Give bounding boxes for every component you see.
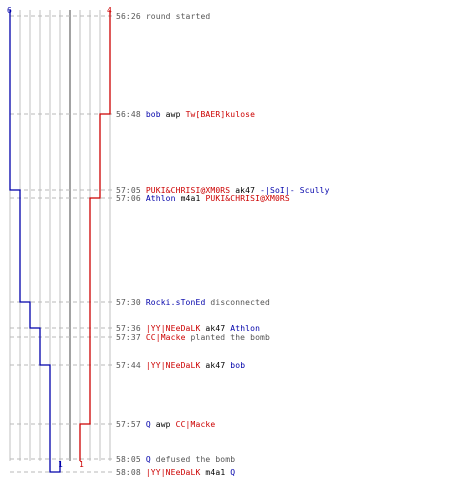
event-row: 58:05 Q defused the bomb	[116, 455, 235, 464]
red-player-name: |YY|NEeDaLK	[146, 468, 201, 477]
weapon-name: ak47	[200, 324, 230, 333]
weapon-name: m4a1	[200, 468, 230, 477]
event-time: 58:08	[116, 468, 146, 477]
red-end-count: 1	[79, 460, 84, 469]
weapon-name: m4a1	[176, 194, 206, 203]
event-time: 57:06	[116, 194, 146, 203]
blue-start-count: 6	[7, 6, 12, 15]
red-player-name: CC|Macke	[146, 333, 186, 342]
event-row: 57:30 Rocki.sTonEd disconnected	[116, 298, 270, 307]
weapon-name: ak47	[200, 361, 230, 370]
event-row: 57:05 PUKI&CHRISI@XM0RS ak47 -|SoI|- Scu…	[116, 186, 330, 195]
event-row: 57:37 CC|Macke planted the bomb	[116, 333, 270, 342]
blue-player-name: Athlon	[146, 194, 176, 203]
event-time: 57:36	[116, 324, 146, 333]
event-row: 57:57 Q awp CC|Macke	[116, 420, 215, 429]
team-alive-lines	[9, 10, 111, 473]
event-time: 57:57	[116, 420, 146, 429]
blue-player-name: Athlon	[230, 324, 260, 333]
event-time: 56:26	[116, 12, 146, 21]
red-player-name: PUKI&CHRISI@XM0RS	[146, 186, 230, 195]
weapon-name: ak47	[230, 186, 260, 195]
event-row: 57:36 |YY|NEeDaLK ak47 Athlon	[116, 324, 260, 333]
red-player-name: PUKI&CHRISI@XM0RS	[205, 194, 289, 203]
event-row: 56:48 bob awp Tw[BAER]kulose	[116, 110, 255, 119]
red-team-alive-line	[79, 10, 111, 461]
event-row: 58:08 |YY|NEeDaLK m4a1 Q	[116, 468, 235, 477]
red-start-count: 4	[107, 6, 112, 15]
red-player-name: Tw[BAER]kulose	[186, 110, 256, 119]
event-row: 56:26 round started	[116, 12, 210, 21]
event-time: 57:30	[116, 298, 146, 307]
event-log: 56:26 round started 56:48 bob awp Tw[BAER…	[116, 12, 330, 477]
event-time: 57:44	[116, 361, 146, 370]
weapon-name: awp	[161, 110, 186, 119]
event-row: 57:06 Athlon m4a1 PUKI&CHRISI@XM0RS	[116, 194, 290, 203]
red-player-name: |YY|NEeDaLK	[146, 324, 201, 333]
event-description: disconnected	[205, 298, 270, 307]
blue-player-name: Q	[230, 468, 235, 477]
weapon-name: awp	[151, 420, 176, 429]
blue-player-name: -|SoI|- Scully	[260, 186, 330, 195]
event-guide-lines	[10, 15, 112, 473]
event-description: defused the bomb	[151, 455, 235, 464]
blue-end-count: 1	[58, 460, 63, 469]
event-time: 56:48	[116, 110, 146, 119]
event-description: planted the bomb	[186, 333, 270, 342]
event-time: 57:37	[116, 333, 146, 342]
red-player-name: CC|Macke	[176, 420, 216, 429]
blue-team-alive-line	[9, 10, 61, 473]
team-count-labels: 6 4 1 1	[7, 6, 112, 469]
event-time: 57:05	[116, 186, 146, 195]
blue-player-name: bob	[230, 361, 245, 370]
player-count-grid	[9, 10, 111, 461]
blue-player-name: Q	[146, 455, 151, 464]
event-description: round started	[146, 12, 211, 21]
event-time: 58:05	[116, 455, 146, 464]
blue-player-name: bob	[146, 110, 161, 119]
event-row: 57:44 |YY|NEeDaLK ak47 bob	[116, 361, 245, 370]
red-player-name: |YY|NEeDaLK	[146, 361, 201, 370]
blue-player-name: Rocki.sTonEd	[146, 298, 206, 307]
blue-player-name: Q	[146, 420, 151, 429]
